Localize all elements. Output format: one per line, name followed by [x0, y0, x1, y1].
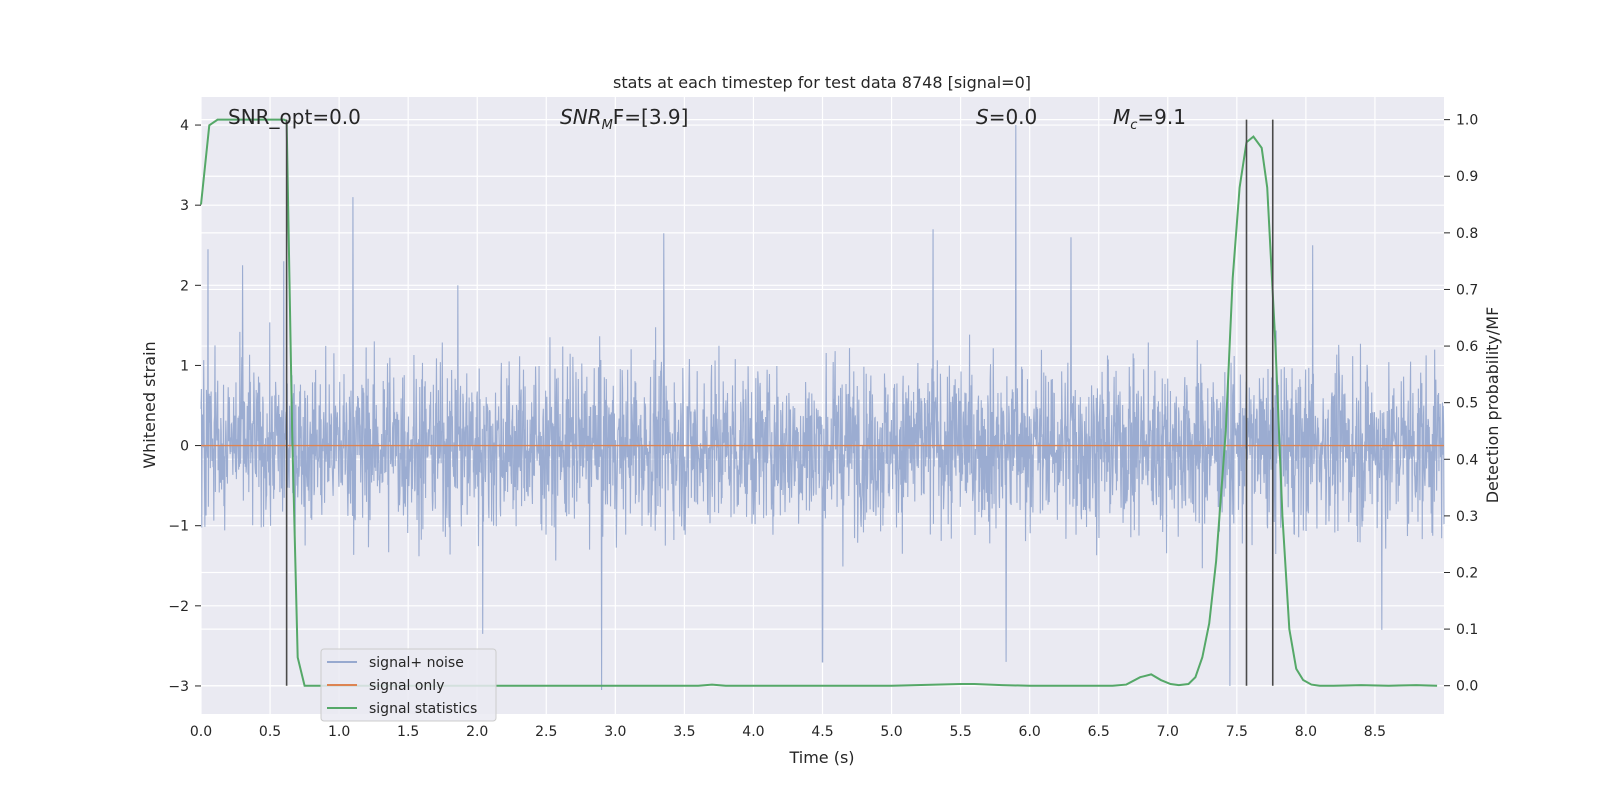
y-tick-label-left: 0 — [180, 439, 189, 455]
legend: signal+ noise signal only signal statist… — [320, 648, 497, 722]
annotation-mc: Mc=9.1 — [1113, 105, 1186, 133]
y-tick-label-right: 0.1 — [1456, 622, 1478, 638]
annotation-snr-mf: SNRMF=[3.9] — [560, 105, 688, 133]
x-tick-label: 8.0 — [1295, 724, 1317, 740]
y-axis-label-left: Whitened strain — [140, 341, 159, 468]
y-tick-label-right: 0.7 — [1456, 282, 1478, 298]
noise-line — [200, 125, 1445, 690]
x-tick-label: 0.0 — [190, 724, 212, 740]
annotation-mc-main: M — [1113, 105, 1130, 129]
y-tick-label-right: 0.6 — [1456, 339, 1478, 355]
annotation-mc-sub: c — [1130, 118, 1137, 133]
x-tick-label: 5.0 — [880, 724, 902, 740]
x-tick-label: 2.5 — [535, 724, 557, 740]
y-tick-label-right: 0.5 — [1456, 396, 1478, 412]
annotation-mc-rest: =9.1 — [1137, 105, 1186, 129]
y-tick-label-left: 4 — [180, 118, 189, 134]
annotation-s: S=0.0 — [976, 105, 1037, 129]
noise-series — [200, 125, 1445, 690]
annotation-snr-mf-main: SNR — [560, 105, 602, 129]
legend-label-signal-only: signal only — [369, 678, 444, 694]
vertical-markers — [285, 119, 1274, 686]
x-tick-label: 0.5 — [259, 724, 281, 740]
y-tick-label-right: 0.4 — [1456, 452, 1478, 468]
legend-label-noise: signal+ noise — [369, 655, 464, 671]
y-tick-label-left: 2 — [180, 278, 189, 294]
chart-title: stats at each timestep for test data 874… — [613, 73, 1031, 92]
x-axis-label: Time (s) — [788, 748, 854, 767]
legend-label-statistics: signal statistics — [369, 701, 477, 717]
y-tick-label-right: 1.0 — [1456, 113, 1478, 129]
statistics-series — [200, 118, 1438, 687]
x-tick-label: 7.0 — [1157, 724, 1179, 740]
annotation-s-rest: =0.0 — [989, 105, 1038, 129]
y-tick-label-right: 0.9 — [1456, 169, 1478, 185]
annotation-snr-mf-rest: F=[3.9] — [613, 105, 689, 129]
y-tick-label-left: −3 — [168, 679, 189, 695]
x-tick-label: 7.5 — [1226, 724, 1248, 740]
y-tick-label-left: 1 — [180, 358, 189, 374]
x-tick-label: 2.0 — [466, 724, 488, 740]
x-tick-label: 5.5 — [949, 724, 971, 740]
y-axis-label-right: Detection probability/MF — [1483, 307, 1502, 504]
x-tick-label: 8.5 — [1364, 724, 1386, 740]
y-tick-label-left: −1 — [168, 519, 189, 535]
x-tick-label: 4.5 — [811, 724, 833, 740]
x-tick-label: 6.5 — [1088, 724, 1110, 740]
legend-box — [320, 648, 497, 722]
statistics-line — [200, 118, 1438, 687]
x-tick-label: 3.5 — [673, 724, 695, 740]
y-tick-label-right: 0.3 — [1456, 509, 1478, 525]
x-tick-label: 1.5 — [397, 724, 419, 740]
y-tick-label-right: 0.0 — [1456, 679, 1478, 695]
x-tick-label: 4.0 — [742, 724, 764, 740]
y-tick-label-right: 0.2 — [1456, 565, 1478, 581]
annotation-s-var: S — [976, 105, 989, 129]
x-tick-label: 1.0 — [328, 724, 350, 740]
y-tick-label-left: 3 — [180, 198, 189, 214]
annotation-snr-opt: SNR_opt=0.0 — [228, 105, 361, 129]
x-tick-label: 6.0 — [1019, 724, 1041, 740]
tick-labels: 0.0 0.5 1.0 1.5 2.0 2.5 3.0 3.5 4.0 4.5 5.0 5.5 6.0 6… — [168, 113, 1478, 740]
y-tick-label-right: 0.8 — [1456, 226, 1478, 242]
x-tick-label: 3.0 — [604, 724, 626, 740]
y-tick-label-left: −2 — [168, 599, 189, 615]
annotation-snr-mf-sub: M — [602, 118, 613, 133]
